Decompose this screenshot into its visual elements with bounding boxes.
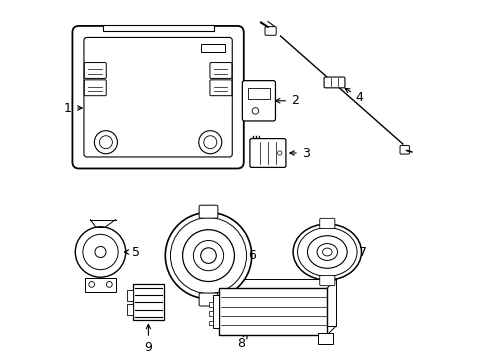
- Ellipse shape: [316, 244, 337, 260]
- FancyBboxPatch shape: [199, 293, 218, 306]
- Bar: [133, 284, 163, 320]
- Text: 5: 5: [124, 246, 140, 258]
- Circle shape: [252, 108, 258, 114]
- Circle shape: [94, 131, 117, 154]
- FancyBboxPatch shape: [324, 77, 344, 88]
- Bar: [212, 295, 219, 328]
- Circle shape: [170, 217, 246, 294]
- Bar: [127, 304, 133, 315]
- Circle shape: [99, 136, 112, 149]
- Text: 6: 6: [239, 249, 255, 262]
- FancyBboxPatch shape: [319, 276, 334, 286]
- Ellipse shape: [297, 228, 356, 276]
- Text: 2: 2: [275, 94, 298, 107]
- Bar: [219, 288, 326, 335]
- Circle shape: [199, 131, 222, 154]
- FancyBboxPatch shape: [249, 139, 285, 167]
- Bar: [247, 88, 269, 99]
- FancyBboxPatch shape: [319, 218, 334, 228]
- Bar: [127, 290, 133, 301]
- Circle shape: [200, 248, 216, 264]
- Circle shape: [75, 227, 125, 277]
- FancyBboxPatch shape: [199, 205, 218, 218]
- FancyBboxPatch shape: [84, 80, 106, 96]
- Text: 7: 7: [350, 246, 366, 258]
- Circle shape: [193, 240, 223, 271]
- FancyBboxPatch shape: [209, 80, 231, 96]
- Circle shape: [95, 247, 106, 257]
- Circle shape: [277, 151, 282, 155]
- Bar: [209, 302, 212, 307]
- Bar: [228, 279, 336, 326]
- Bar: [102, 25, 213, 31]
- Bar: [318, 333, 332, 344]
- FancyBboxPatch shape: [399, 145, 408, 154]
- Bar: [85, 278, 115, 292]
- Circle shape: [203, 136, 216, 149]
- Text: 9: 9: [144, 324, 152, 354]
- Circle shape: [89, 282, 94, 287]
- FancyBboxPatch shape: [209, 63, 231, 78]
- Text: 3: 3: [289, 147, 309, 159]
- Bar: [209, 311, 212, 316]
- Text: 1: 1: [64, 102, 82, 114]
- Text: 8: 8: [236, 334, 247, 350]
- FancyBboxPatch shape: [84, 63, 106, 78]
- FancyBboxPatch shape: [72, 26, 244, 168]
- Circle shape: [165, 212, 251, 299]
- Ellipse shape: [307, 236, 346, 268]
- Bar: [201, 44, 224, 52]
- Circle shape: [182, 230, 234, 282]
- Bar: [209, 321, 212, 325]
- FancyBboxPatch shape: [264, 27, 276, 35]
- Ellipse shape: [292, 224, 361, 280]
- Text: 4: 4: [345, 89, 363, 104]
- FancyBboxPatch shape: [84, 37, 232, 157]
- Ellipse shape: [322, 248, 331, 256]
- FancyBboxPatch shape: [242, 81, 275, 121]
- Circle shape: [106, 282, 112, 287]
- Circle shape: [82, 234, 118, 270]
